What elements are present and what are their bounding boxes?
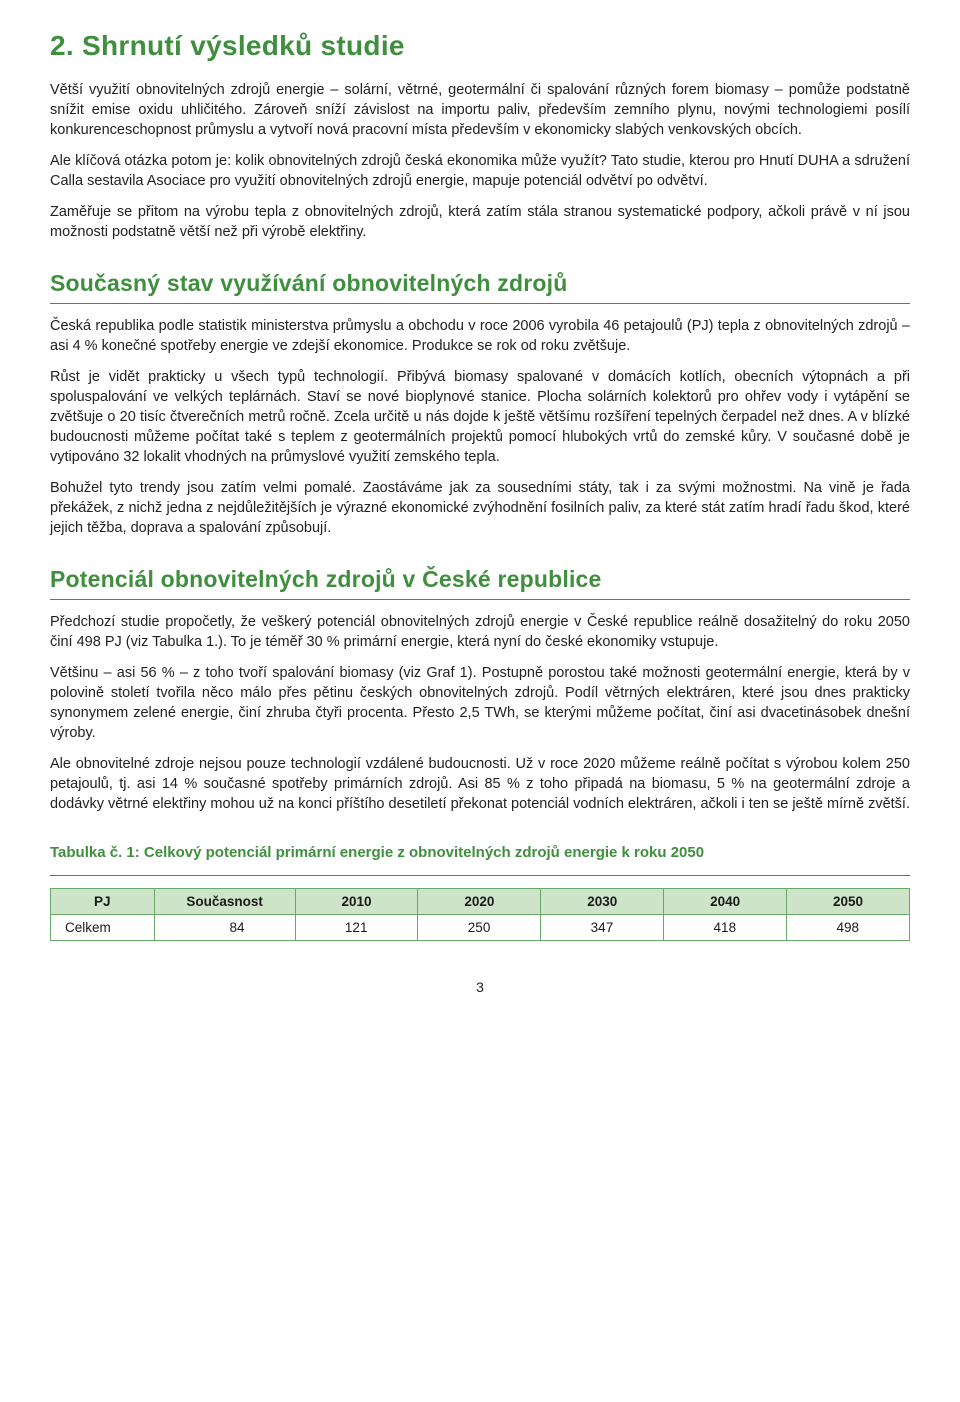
table-caption: Tabulka č. 1: Celkový potenciál primární… [50, 844, 910, 861]
table-header-cell: 2010 [295, 889, 418, 915]
paragraph-intro-1: Větší využití obnovitelných zdrojů energ… [50, 80, 910, 140]
section-title: 2. Shrnutí výsledků studie [50, 30, 910, 62]
paragraph-current-1: Česká republika podle statistik minister… [50, 316, 910, 356]
table-row: Celkem 84 121 250 347 418 498 [51, 915, 910, 941]
paragraph-current-3: Bohužel tyto trendy jsou zatím velmi pom… [50, 478, 910, 538]
table-cell: 498 [787, 915, 910, 941]
paragraph-intro-2: Ale klíčová otázka potom je: kolik obnov… [50, 151, 910, 191]
divider [50, 875, 910, 876]
table-header-row: PJ Současnost 2010 2020 2030 2040 2050 [51, 889, 910, 915]
divider [50, 303, 910, 304]
subsection-current-state: Současný stav využívání obnovitelných zd… [50, 270, 910, 297]
divider [50, 599, 910, 600]
potential-table: PJ Současnost 2010 2020 2030 2040 2050 C… [50, 888, 910, 941]
table-header-cell: 2030 [541, 889, 664, 915]
paragraph-potential-1: Předchozí studie propočetly, že veškerý … [50, 612, 910, 652]
table-header-cell: Současnost [154, 889, 295, 915]
table-header-cell: 2050 [787, 889, 910, 915]
paragraph-intro-3: Zaměřuje se přitom na výrobu tepla z obn… [50, 202, 910, 242]
table-cell: 250 [418, 915, 541, 941]
table-cell: Celkem [51, 915, 155, 941]
paragraph-potential-3: Ale obnovitelné zdroje nejsou pouze tech… [50, 754, 910, 814]
paragraph-potential-2: Většinu – asi 56 % – z toho tvoří spalov… [50, 663, 910, 743]
table-header-cell: 2020 [418, 889, 541, 915]
table-cell: 347 [541, 915, 664, 941]
table-cell: 418 [664, 915, 787, 941]
table-header-cell: PJ [51, 889, 155, 915]
table-cell: 84 [154, 915, 295, 941]
table-header-cell: 2040 [664, 889, 787, 915]
paragraph-current-2: Růst je vidět prakticky u všech typů tec… [50, 367, 910, 467]
table-cell: 121 [295, 915, 418, 941]
subsection-potential: Potenciál obnovitelných zdrojů v České r… [50, 566, 910, 593]
page-number: 3 [50, 979, 910, 995]
